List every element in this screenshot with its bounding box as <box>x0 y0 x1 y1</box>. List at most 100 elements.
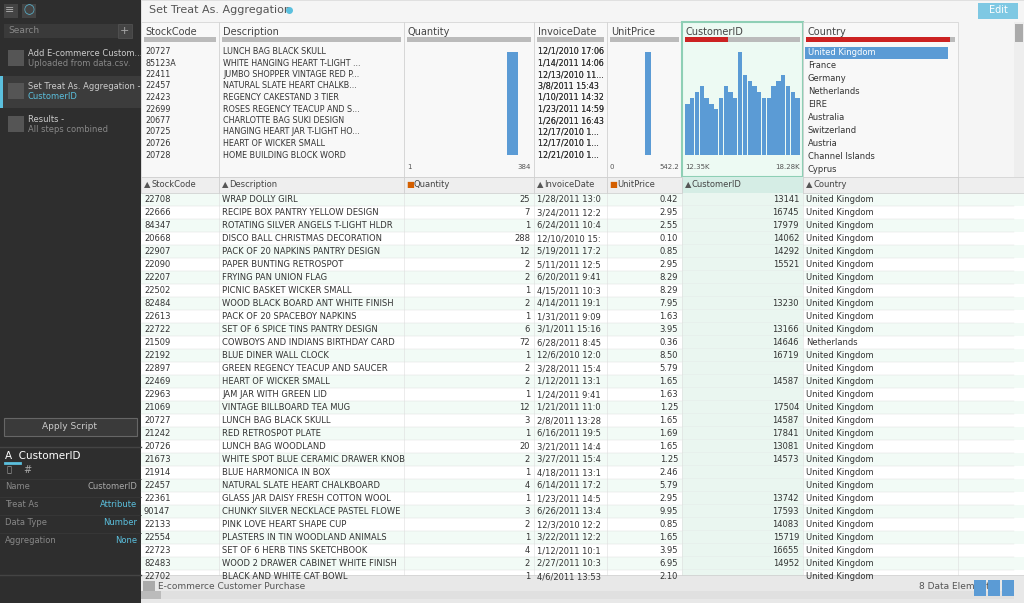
Text: CHARLOTTE BAG SUKI DESIGN: CHARLOTTE BAG SUKI DESIGN <box>223 116 344 125</box>
Text: United Kingdom: United Kingdom <box>806 273 873 282</box>
Text: 542.2: 542.2 <box>659 163 679 169</box>
Text: United Kingdom: United Kingdom <box>808 48 876 57</box>
Text: 12/6/2010 12:0: 12/6/2010 12:0 <box>537 351 601 360</box>
Bar <box>537 37 604 42</box>
Text: Country: Country <box>807 27 846 37</box>
Text: 🔑: 🔑 <box>7 465 12 474</box>
Text: United Kingdom: United Kingdom <box>806 286 873 295</box>
Text: United Kingdom: United Kingdom <box>806 364 873 373</box>
Bar <box>645 52 651 155</box>
Text: 12/17/2010 1...: 12/17/2010 1... <box>538 139 599 148</box>
Bar <box>682 310 803 323</box>
Text: CHUNKY SILVER NECKLACE PASTEL FLOWE: CHUNKY SILVER NECKLACE PASTEL FLOWE <box>222 507 400 516</box>
Text: 5.79: 5.79 <box>659 364 678 373</box>
Text: 1: 1 <box>524 312 530 321</box>
Text: 1.65: 1.65 <box>659 442 678 451</box>
Text: 82483: 82483 <box>144 559 171 568</box>
Text: France: France <box>808 61 837 70</box>
Text: 22457: 22457 <box>144 481 170 490</box>
Text: United Kingdom: United Kingdom <box>806 377 873 386</box>
Text: Treat As: Treat As <box>5 500 39 509</box>
Bar <box>682 427 803 440</box>
Text: HANGING HEART JAR T-LIGHT HO...: HANGING HEART JAR T-LIGHT HO... <box>223 127 359 136</box>
Text: 18.28K: 18.28K <box>775 163 800 169</box>
Text: 1/26/2011 16:43: 1/26/2011 16:43 <box>538 116 604 125</box>
Text: 1/10/2011 14:32: 1/10/2011 14:32 <box>538 93 604 102</box>
Bar <box>742 75 748 155</box>
Bar <box>8 116 24 132</box>
Text: 22708: 22708 <box>144 195 171 204</box>
Bar <box>682 362 803 375</box>
Text: United Kingdom: United Kingdom <box>806 416 873 425</box>
Text: 14292: 14292 <box>773 247 799 256</box>
Bar <box>141 323 1024 336</box>
Bar <box>682 531 803 544</box>
Bar <box>738 52 742 155</box>
Bar <box>141 388 1024 401</box>
Text: NATURAL SLATE HEART CHALKB...: NATURAL SLATE HEART CHALKB... <box>223 81 356 90</box>
Text: 8.50: 8.50 <box>659 351 678 360</box>
Text: 13230: 13230 <box>772 299 799 308</box>
Bar <box>806 37 950 42</box>
Text: 3.95: 3.95 <box>659 546 678 555</box>
Text: 5.79: 5.79 <box>659 481 678 490</box>
Bar <box>222 37 401 42</box>
Text: United Kingdom: United Kingdom <box>806 312 873 321</box>
Text: 22502: 22502 <box>144 286 170 295</box>
Text: 1: 1 <box>524 286 530 295</box>
Text: 1.25: 1.25 <box>659 455 678 464</box>
Bar <box>141 297 1024 310</box>
Bar <box>404 22 534 177</box>
Bar <box>141 479 1024 492</box>
Text: PACK OF 20 SPACEBOY NAPKINS: PACK OF 20 SPACEBOY NAPKINS <box>222 312 356 321</box>
Bar <box>682 453 803 466</box>
Text: ▲: ▲ <box>685 180 694 189</box>
Bar <box>685 37 728 42</box>
Bar <box>682 323 803 336</box>
Text: 2.46: 2.46 <box>659 468 678 477</box>
Bar <box>1015 24 1023 42</box>
Text: United Kingdom: United Kingdom <box>806 507 873 516</box>
Text: StockCode: StockCode <box>145 27 197 37</box>
Bar <box>762 98 766 155</box>
Text: A  CustomerID: A CustomerID <box>5 451 81 461</box>
Bar <box>974 580 986 596</box>
Bar <box>682 388 803 401</box>
Bar <box>141 22 1024 177</box>
Bar <box>682 193 803 206</box>
Text: 5/19/2011 17:2: 5/19/2011 17:2 <box>537 247 601 256</box>
Bar <box>682 557 803 570</box>
Bar <box>695 92 699 155</box>
Bar <box>141 232 1024 245</box>
Text: 1/23/2011 14:5: 1/23/2011 14:5 <box>537 494 601 503</box>
Text: #: # <box>23 465 31 475</box>
Bar <box>682 206 803 219</box>
Text: 12/21/2010 1...: 12/21/2010 1... <box>538 151 599 160</box>
Text: United Kingdom: United Kingdom <box>806 208 873 217</box>
Bar <box>682 518 803 531</box>
Text: Aggregation: Aggregation <box>5 536 56 545</box>
Text: Number: Number <box>103 518 137 527</box>
Text: 20725: 20725 <box>145 127 171 136</box>
Text: 2: 2 <box>524 273 530 282</box>
Text: 3: 3 <box>524 416 530 425</box>
Text: 2: 2 <box>524 520 530 529</box>
Text: HEART OF WICKER SMALL: HEART OF WICKER SMALL <box>222 377 330 386</box>
Bar <box>144 37 216 42</box>
Text: JAM JAR WITH GREEN LID: JAM JAR WITH GREEN LID <box>222 390 327 399</box>
Text: 22361: 22361 <box>144 494 171 503</box>
Text: 12/17/2010 1...: 12/17/2010 1... <box>538 127 599 136</box>
Bar <box>682 245 803 258</box>
Bar <box>682 219 803 232</box>
Text: 17979: 17979 <box>772 221 799 230</box>
Text: 6/28/2011 8:45: 6/28/2011 8:45 <box>537 338 601 347</box>
Text: 3: 3 <box>524 507 530 516</box>
Text: BLUE DINER WALL CLOCK: BLUE DINER WALL CLOCK <box>222 351 329 360</box>
Text: United Kingdom: United Kingdom <box>806 455 873 464</box>
Text: 16719: 16719 <box>772 351 799 360</box>
Text: 1: 1 <box>524 390 530 399</box>
Text: GLASS JAR DAISY FRESH COTTON WOOL: GLASS JAR DAISY FRESH COTTON WOOL <box>222 494 391 503</box>
Bar <box>682 375 803 388</box>
Bar <box>141 557 1024 570</box>
Text: InvoiceDate: InvoiceDate <box>544 180 594 189</box>
